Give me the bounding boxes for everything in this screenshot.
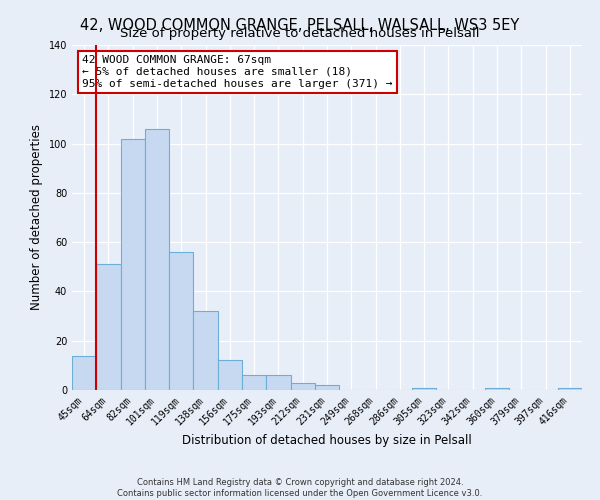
Bar bbox=[412, 388, 436, 390]
Bar bbox=[266, 375, 290, 390]
Text: 42 WOOD COMMON GRANGE: 67sqm
← 5% of detached houses are smaller (18)
95% of sem: 42 WOOD COMMON GRANGE: 67sqm ← 5% of det… bbox=[82, 56, 392, 88]
Y-axis label: Number of detached properties: Number of detached properties bbox=[30, 124, 43, 310]
Bar bbox=[72, 356, 96, 390]
Bar bbox=[145, 129, 169, 390]
Bar bbox=[558, 388, 582, 390]
Bar bbox=[290, 382, 315, 390]
Bar bbox=[218, 360, 242, 390]
Bar bbox=[242, 375, 266, 390]
Text: Contains HM Land Registry data © Crown copyright and database right 2024.
Contai: Contains HM Land Registry data © Crown c… bbox=[118, 478, 482, 498]
Text: 42, WOOD COMMON GRANGE, PELSALL, WALSALL, WS3 5EY: 42, WOOD COMMON GRANGE, PELSALL, WALSALL… bbox=[80, 18, 520, 32]
Bar bbox=[315, 385, 339, 390]
Bar bbox=[96, 264, 121, 390]
Bar bbox=[121, 138, 145, 390]
Text: Size of property relative to detached houses in Pelsall: Size of property relative to detached ho… bbox=[120, 28, 480, 40]
Bar bbox=[193, 311, 218, 390]
X-axis label: Distribution of detached houses by size in Pelsall: Distribution of detached houses by size … bbox=[182, 434, 472, 447]
Bar bbox=[485, 388, 509, 390]
Bar bbox=[169, 252, 193, 390]
